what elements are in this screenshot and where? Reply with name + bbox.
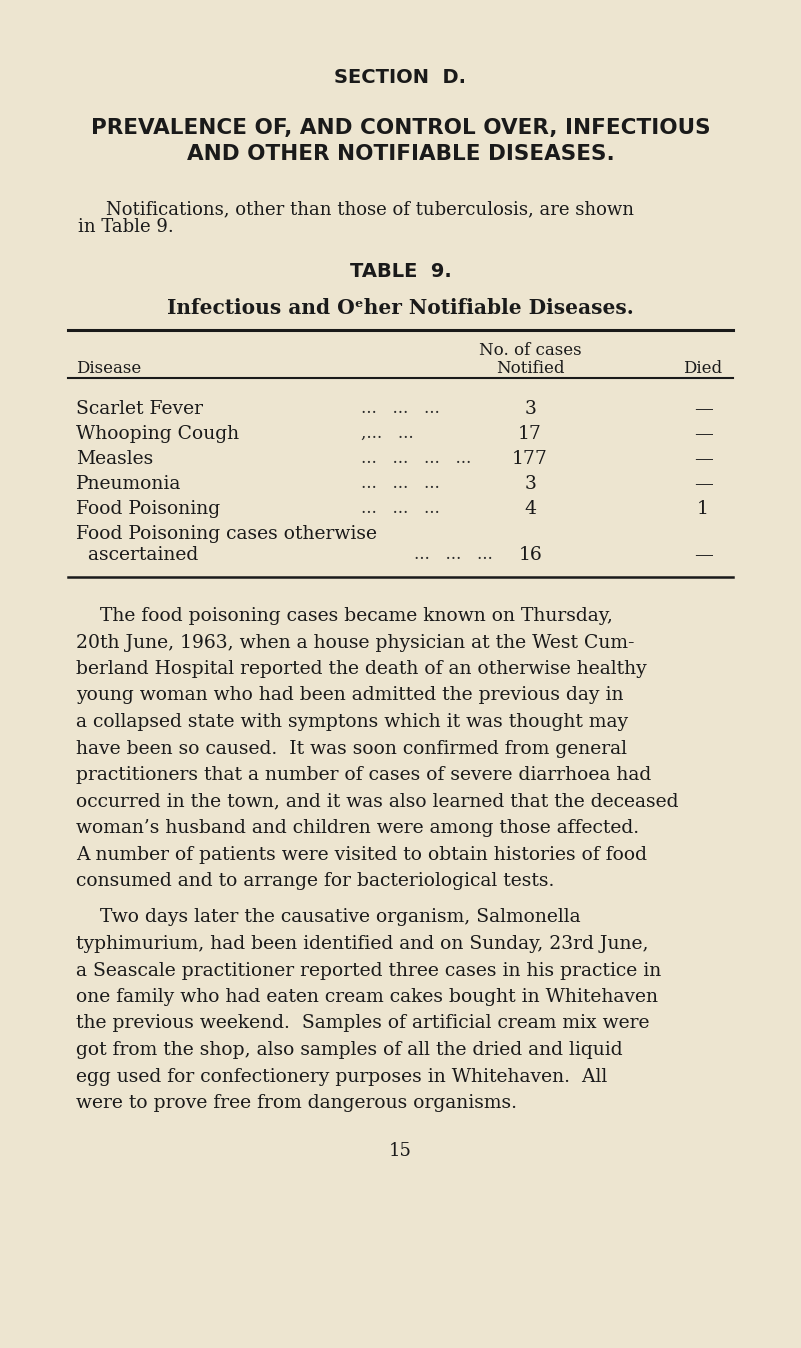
- Text: young woman who had been admitted the previous day in: young woman who had been admitted the pr…: [76, 686, 623, 705]
- Text: 1: 1: [697, 500, 709, 518]
- Text: The food poisoning cases became known on Thursday,: The food poisoning cases became known on…: [76, 607, 613, 625]
- Text: Notified: Notified: [496, 360, 565, 377]
- Text: Scarlet Fever: Scarlet Fever: [76, 400, 203, 418]
- Text: Infectious and Oᵉher Notifiable Diseases.: Infectious and Oᵉher Notifiable Diseases…: [167, 298, 634, 318]
- Text: were to prove free from dangerous organisms.: were to prove free from dangerous organi…: [76, 1095, 517, 1112]
- Text: have been so caused.  It was soon confirmed from general: have been so caused. It was soon confirm…: [76, 740, 627, 758]
- Text: occurred in the town, and it was also learned that the deceased: occurred in the town, and it was also le…: [76, 793, 678, 810]
- Text: Food Poisoning cases otherwise: Food Poisoning cases otherwise: [76, 524, 377, 543]
- Text: ...   ...   ...   ...: ... ... ... ...: [360, 450, 471, 466]
- Text: ...   ...   ...: ... ... ...: [414, 546, 493, 563]
- Text: —: —: [694, 400, 713, 418]
- Text: —: —: [694, 546, 713, 563]
- Text: A number of patients were visited to obtain histories of food: A number of patients were visited to obt…: [76, 845, 647, 864]
- Text: Two days later the causative organism, Salmonella: Two days later the causative organism, S…: [76, 909, 581, 926]
- Text: ...   ...   ...: ... ... ...: [360, 500, 440, 518]
- Text: PREVALENCE OF, AND CONTROL OVER, INFECTIOUS: PREVALENCE OF, AND CONTROL OVER, INFECTI…: [91, 119, 710, 137]
- Text: 15: 15: [389, 1143, 412, 1161]
- Text: consumed and to arrange for bacteriological tests.: consumed and to arrange for bacteriologi…: [76, 872, 554, 890]
- Text: got from the shop, also samples of all the dried and liquid: got from the shop, also samples of all t…: [76, 1041, 622, 1060]
- Text: Food Poisoning: Food Poisoning: [76, 500, 220, 518]
- Text: the previous weekend.  Samples of artificial cream mix were: the previous weekend. Samples of artific…: [76, 1015, 650, 1033]
- Text: TABLE  9.: TABLE 9.: [349, 262, 452, 280]
- Text: Notifications, other than those of tuberculosis, are shown: Notifications, other than those of tuber…: [106, 200, 634, 218]
- Text: Measles: Measles: [76, 450, 153, 468]
- Text: in Table 9.: in Table 9.: [78, 218, 174, 236]
- Text: —: —: [694, 474, 713, 493]
- Text: AND OTHER NOTIFIABLE DISEASES.: AND OTHER NOTIFIABLE DISEASES.: [187, 144, 614, 164]
- Text: Died: Died: [683, 360, 723, 377]
- Text: woman’s husband and children were among those affected.: woman’s husband and children were among …: [76, 820, 639, 837]
- Text: Pneumonia: Pneumonia: [76, 474, 181, 493]
- Text: 17: 17: [518, 425, 542, 443]
- Text: a Seascale practitioner reported three cases in his practice in: a Seascale practitioner reported three c…: [76, 961, 662, 980]
- Text: 16: 16: [518, 546, 542, 563]
- Text: 3: 3: [524, 400, 536, 418]
- Text: 20th June, 1963, when a house physician at the West Cum-: 20th June, 1963, when a house physician …: [76, 634, 634, 651]
- Text: one family who had eaten cream cakes bought in Whitehaven: one family who had eaten cream cakes bou…: [76, 988, 658, 1006]
- Text: berland Hospital reported the death of an otherwise healthy: berland Hospital reported the death of a…: [76, 661, 646, 678]
- Text: practitioners that a number of cases of severe diarrhoea had: practitioners that a number of cases of …: [76, 766, 651, 785]
- Text: Disease: Disease: [76, 360, 141, 377]
- Text: 177: 177: [512, 450, 548, 468]
- Text: —: —: [694, 425, 713, 443]
- Text: ascertained: ascertained: [76, 546, 199, 563]
- Text: typhimurium, had been identified and on Sunday, 23rd June,: typhimurium, had been identified and on …: [76, 936, 649, 953]
- Text: 3: 3: [524, 474, 536, 493]
- Text: SECTION  D.: SECTION D.: [335, 67, 466, 88]
- Text: ,...   ...: ,... ...: [360, 425, 413, 442]
- Text: Whooping Cough: Whooping Cough: [76, 425, 239, 443]
- Text: No. of cases: No. of cases: [479, 342, 582, 359]
- Text: 4: 4: [524, 500, 536, 518]
- Text: ...   ...   ...: ... ... ...: [360, 474, 440, 492]
- Text: a collapsed state with symptons which it was thought may: a collapsed state with symptons which it…: [76, 713, 628, 731]
- Text: ...   ...   ...: ... ... ...: [360, 400, 440, 417]
- Text: —: —: [694, 450, 713, 468]
- Text: egg used for confectionery purposes in Whitehaven.  All: egg used for confectionery purposes in W…: [76, 1068, 607, 1085]
